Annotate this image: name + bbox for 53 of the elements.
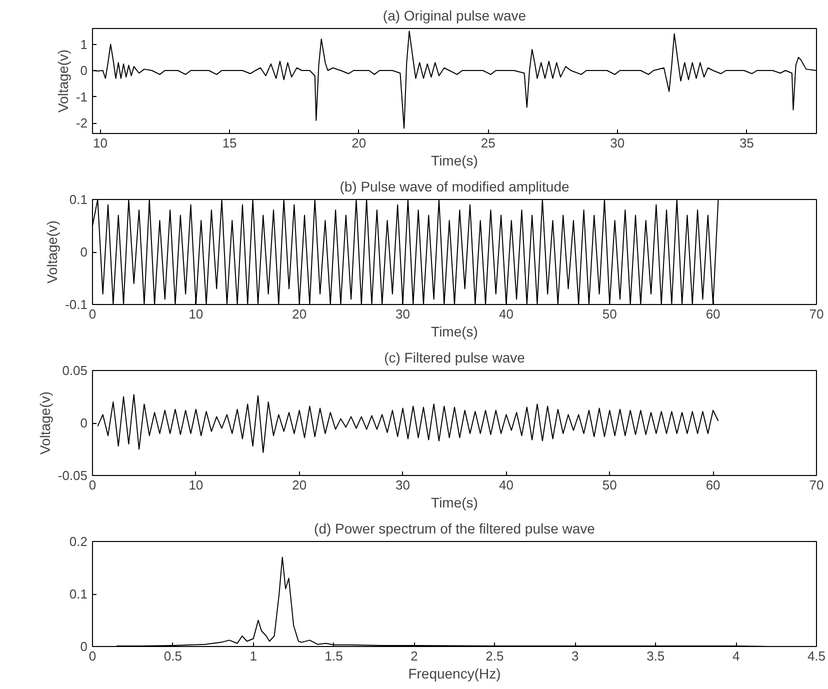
y-tick-label: 0 bbox=[80, 416, 88, 430]
y-tick-label: 0.05 bbox=[62, 363, 88, 378]
x-tick-label: 70 bbox=[809, 478, 824, 492]
x-tick-label: 10 bbox=[93, 136, 108, 150]
x-tick-label: 30 bbox=[396, 478, 410, 492]
x-tick-label: 3 bbox=[572, 648, 579, 664]
y-axis-title: Voltage(v) bbox=[54, 49, 71, 113]
y-axis-title: Voltage(v) bbox=[36, 391, 53, 455]
x-tick-label: 60 bbox=[706, 478, 720, 492]
x-tick-label: 3.5 bbox=[646, 648, 665, 664]
x-tick-label: 10 bbox=[188, 306, 204, 322]
x-tick-label: 50 bbox=[602, 478, 617, 492]
x-axis-title: Time(s) bbox=[431, 152, 478, 168]
y-tick-label: 0 bbox=[80, 244, 88, 260]
x-tick-label: 10 bbox=[188, 478, 204, 492]
x-tick-label: 0.5 bbox=[164, 648, 182, 664]
y-tick-label: -0.05 bbox=[58, 468, 88, 483]
x-tick-label: 15 bbox=[222, 136, 237, 150]
x-tick-label: 25 bbox=[480, 136, 496, 150]
x-tick-label: 70 bbox=[809, 306, 824, 322]
chart-title: (b) Pulse wave of modified amplitude bbox=[340, 178, 570, 194]
y-tick-label: -2 bbox=[76, 116, 88, 130]
y-tick-label: -1 bbox=[76, 89, 88, 104]
x-axis-title: Time(s) bbox=[431, 494, 478, 510]
chart-title: (d) Power spectrum of the filtered pulse wave bbox=[314, 520, 596, 536]
x-tick-label: 20 bbox=[352, 136, 366, 150]
x-tick-label: 1.5 bbox=[324, 648, 343, 664]
y-axis-title: Voltage(v) bbox=[44, 220, 60, 284]
x-axis-title: Time(s) bbox=[431, 324, 478, 340]
x-tick-label: 30 bbox=[610, 136, 625, 150]
y-tick-label: -0.1 bbox=[65, 297, 88, 312]
x-tick-label: 20 bbox=[292, 306, 307, 322]
x-axis-title: Frequency(Hz) bbox=[408, 666, 501, 682]
y-tick-label: 0.2 bbox=[69, 534, 88, 549]
x-tick-label: 50 bbox=[602, 306, 617, 322]
x-tick-label: 20 bbox=[292, 478, 307, 492]
x-tick-label: 2.5 bbox=[486, 648, 504, 664]
y-tick-label: 0.1 bbox=[69, 586, 88, 602]
x-tick-label: 35 bbox=[739, 136, 754, 150]
x-tick-label: 40 bbox=[498, 306, 514, 322]
y-tick-label: 0 bbox=[80, 639, 88, 654]
y-tick-label: 0 bbox=[80, 63, 88, 78]
x-tick-label: 4.5 bbox=[807, 648, 826, 664]
x-tick-label: 1 bbox=[250, 648, 258, 664]
y-tick-label: 1 bbox=[80, 36, 88, 52]
x-tick-label: 2 bbox=[410, 648, 418, 664]
x-tick-label: 40 bbox=[498, 478, 514, 492]
x-tick-label: 4 bbox=[732, 648, 740, 664]
y-tick-label: 0.1 bbox=[69, 192, 88, 207]
chart-title: (a) Original pulse wave bbox=[382, 8, 526, 24]
chart-title: (c) Filtered pulse wave bbox=[384, 350, 526, 366]
x-tick-label: 30 bbox=[396, 306, 410, 322]
x-tick-label: 60 bbox=[706, 306, 720, 322]
